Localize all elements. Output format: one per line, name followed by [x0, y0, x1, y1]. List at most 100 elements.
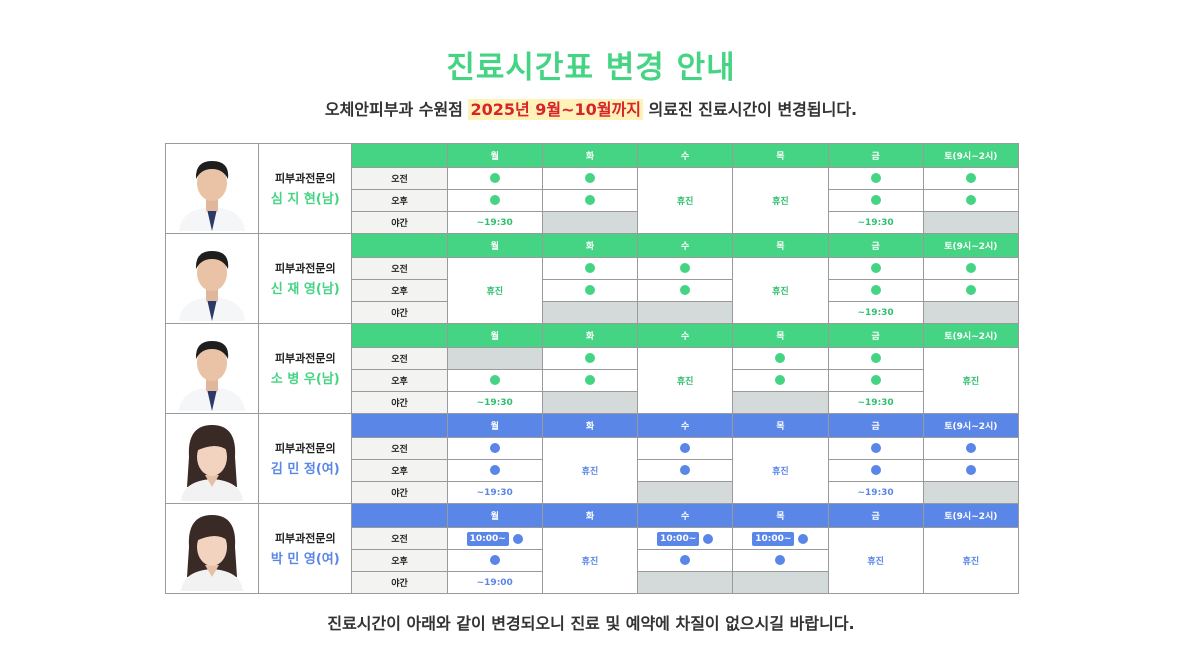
- doctor-name: 박 민 영(여): [270, 552, 340, 567]
- day-header: 금: [827, 413, 924, 438]
- open-dot-icon: [489, 173, 500, 184]
- doctor-name: 신 재 영(남): [270, 282, 340, 297]
- open-dot-icon: [870, 263, 881, 274]
- closed-cell: 휴진: [732, 167, 829, 234]
- closed-cell: 휴진: [732, 257, 829, 324]
- open-dot-icon: [680, 465, 691, 476]
- open-dot-icon: [489, 555, 500, 566]
- evening-hours-text: ~19:30: [857, 397, 894, 408]
- day-header: 월: [446, 323, 543, 348]
- open-dot-icon: [775, 375, 786, 386]
- open-cell: [827, 437, 924, 460]
- open-dot-icon: [965, 263, 976, 274]
- open-cell: [541, 347, 639, 370]
- open-dot-icon: [584, 285, 595, 296]
- day-header: 화: [541, 323, 639, 348]
- open-cell: [827, 257, 924, 280]
- open-cell: [922, 437, 1020, 460]
- open-dot-icon: [680, 263, 691, 274]
- closed-label: 휴진: [962, 377, 980, 387]
- evening-hours-text: ~19:30: [857, 217, 894, 228]
- session-label: 오후: [351, 549, 448, 572]
- open-cell: [637, 257, 734, 280]
- evening-hours-text: ~19:30: [476, 487, 513, 498]
- evening-hours-text: ~19:30: [476, 217, 513, 228]
- evening-hours-cell: ~19:00: [446, 571, 543, 594]
- evening-hours-cell: ~19:30: [827, 391, 924, 414]
- evening-hours-text: ~19:30: [857, 487, 894, 498]
- subtitle-post: 의료진 진료시간이 변경됩니다.: [642, 100, 858, 119]
- closed-cell: 휴진: [541, 437, 639, 504]
- session-label: 오후: [351, 459, 448, 482]
- day-header: 화: [541, 143, 639, 168]
- day-header: 토(9시~2시): [922, 323, 1020, 348]
- schedule-row: 야간 ~19:00: [166, 571, 1019, 594]
- open-dot-icon: [584, 263, 595, 274]
- open-cell: [732, 347, 829, 370]
- schedule-row: 오후: [166, 279, 1020, 302]
- closed-label: 휴진: [867, 557, 884, 567]
- session-label: 야간: [351, 571, 448, 594]
- closed-cell: 휴진: [446, 257, 543, 324]
- closed-cell: 휴진: [732, 437, 829, 504]
- session-label: 오전: [351, 167, 448, 190]
- open-cell: [637, 437, 734, 460]
- schedule-table: 피부과전문의 심 지 현(남) 월 화 수 목 금 토(9시~2시) 오전 휴진 휴진 오후 야간 ~19…: [164, 143, 1020, 594]
- open-cell: [637, 549, 734, 572]
- schedule-row: 오후: [166, 459, 1020, 482]
- unavailable-cell: [446, 347, 543, 370]
- schedule-row: 야간 ~19:30 ~19:30: [166, 481, 1020, 504]
- open-cell: [446, 167, 543, 190]
- open-dot-icon: [584, 375, 595, 386]
- late-start-cell: 10:00~: [637, 527, 734, 550]
- open-cell: [827, 279, 924, 302]
- closed-cell: 휴진: [541, 527, 639, 594]
- open-cell: [541, 167, 639, 190]
- schedule-row: 오전 10:00~ 휴진 10:00~ 10:00~ 휴진 휴진: [166, 527, 1020, 594]
- unavailable-cell: [922, 481, 1020, 504]
- schedule-row: 야간 ~19:30 ~19:30: [166, 391, 1019, 414]
- session-label: 야간: [351, 301, 448, 324]
- open-dot-icon: [680, 443, 691, 454]
- closed-label: 휴진: [486, 287, 504, 297]
- doctor-photo: [164, 233, 260, 324]
- doctor-name: 소 병 우(남): [270, 372, 340, 387]
- unavailable-cell: [541, 211, 639, 234]
- start-time-badge: 10:00~: [752, 531, 795, 546]
- session-label: 오전: [351, 347, 448, 370]
- open-dot-icon: [870, 465, 881, 476]
- day-header: 수: [637, 143, 734, 168]
- session-label: 오전: [351, 257, 448, 280]
- closed-label: 휴진: [676, 197, 694, 207]
- doctor-photo: [164, 413, 260, 504]
- open-dot-icon: [965, 285, 976, 296]
- notice-footer: 진료시간이 아래와 같이 변경되오니 진료 및 예약에 차질이 없으시길 바랍니…: [327, 614, 855, 633]
- start-time-badge: 10:00~: [466, 531, 509, 546]
- subtitle-pre: 오체안피부과 수원점: [324, 100, 469, 119]
- closed-label: 휴진: [676, 377, 694, 387]
- unavailable-cell: [732, 391, 829, 414]
- unavailable-cell: [732, 571, 829, 594]
- open-cell: [541, 279, 639, 302]
- session-label: 야간: [351, 211, 448, 234]
- doctor-name-cell: 피부과전문의 박 민 영(여): [258, 503, 353, 594]
- doctor-photo: [164, 503, 260, 594]
- evening-hours-text: ~19:00: [476, 577, 513, 588]
- open-dot-icon: [584, 173, 595, 184]
- open-cell: [827, 459, 924, 482]
- open-cell: [827, 369, 924, 392]
- evening-hours-text: ~19:30: [476, 397, 513, 408]
- open-dot-icon: [870, 375, 881, 386]
- doctor-role: 피부과전문의: [274, 352, 336, 365]
- unavailable-cell: [922, 301, 1020, 324]
- open-cell: [541, 189, 639, 212]
- day-header: 월: [446, 233, 543, 258]
- subtitle-period-highlight: 2025년 9월~10월까지: [468, 99, 643, 120]
- doctor-name-cell: 피부과전문의 심 지 현(남): [258, 143, 353, 234]
- open-dot-icon: [870, 285, 881, 296]
- evening-hours-cell: ~19:30: [446, 481, 543, 504]
- open-dot-icon: [798, 533, 809, 544]
- closed-label: 휴진: [772, 287, 789, 297]
- open-dot-icon: [870, 353, 881, 364]
